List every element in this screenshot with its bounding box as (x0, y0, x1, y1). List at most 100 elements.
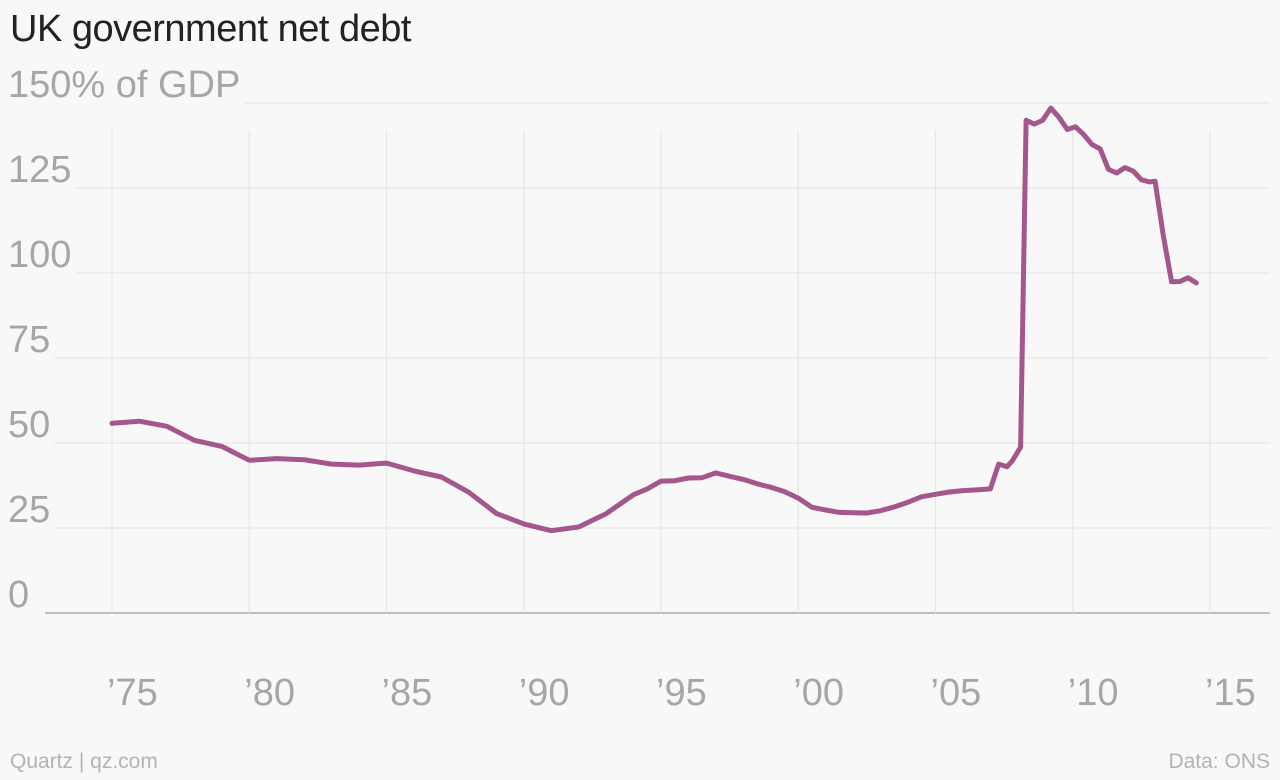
data-point (727, 474, 732, 479)
data-point (892, 504, 897, 509)
x-tick-label: ’00 (793, 672, 844, 714)
x-tick-label: ’95 (656, 672, 707, 714)
y-axis-ticks: 0 25 50 75 100 125 150% of GDP (6, 64, 245, 616)
data-point (247, 458, 252, 463)
data-point (1065, 127, 1070, 132)
data-point (137, 419, 142, 424)
data-point (1131, 169, 1136, 174)
data-point (1081, 132, 1086, 137)
data-point (659, 479, 664, 484)
data-point (796, 496, 801, 501)
chart-title: UK government net debt (10, 8, 411, 50)
data-point (576, 525, 581, 530)
x-tick-label: ’85 (382, 672, 433, 714)
footer-credit: Quartz | qz.com (10, 750, 158, 773)
x-tick-label: ’15 (1205, 672, 1256, 714)
y-tick-label: 150% of GDP (8, 64, 240, 106)
data-point (961, 488, 966, 493)
data-point (1106, 167, 1111, 172)
data-point (329, 462, 334, 467)
data-point (755, 481, 760, 486)
data-point (851, 510, 856, 515)
data-point (686, 476, 691, 481)
data-point (672, 478, 677, 483)
data-point (947, 490, 952, 495)
data-point (741, 477, 746, 482)
data-point (782, 489, 787, 494)
data-point (1018, 445, 1023, 450)
data-point (878, 508, 883, 513)
data-point (864, 511, 869, 516)
footer-source: Data: ONS (1168, 750, 1270, 773)
data-point (1186, 275, 1191, 280)
data-point (1122, 165, 1127, 170)
data-point (302, 457, 307, 462)
data-point (1194, 280, 1199, 285)
data-point (466, 490, 471, 495)
y-tick-label-backdrop (6, 64, 245, 106)
data-point (1147, 179, 1152, 184)
series (109, 105, 1199, 534)
data-point (110, 421, 115, 426)
data-point (412, 468, 417, 473)
data-point (1169, 279, 1174, 284)
data-point (219, 444, 224, 449)
y-tick-label-backdrop (6, 574, 34, 616)
x-tick-label: ’90 (519, 672, 570, 714)
data-point (1153, 179, 1158, 184)
data-point (700, 475, 705, 480)
data-point (1040, 118, 1045, 123)
y-tick-label: 25 (8, 489, 50, 531)
y-tick-label-backdrop (6, 489, 55, 531)
data-point (919, 494, 924, 499)
data-point (274, 456, 279, 461)
data-point (1114, 171, 1119, 176)
data-point (494, 511, 499, 516)
y-tick-label-backdrop (6, 234, 76, 276)
data-point (823, 508, 828, 513)
y-tick-label: 100 (8, 234, 71, 276)
data-point (384, 461, 389, 466)
data-point (1048, 106, 1053, 111)
y-tick-label: 0 (8, 574, 29, 616)
y-tick-label-backdrop (6, 404, 55, 446)
data-point (996, 462, 1001, 467)
data-point (192, 438, 197, 443)
data-point (1057, 115, 1062, 120)
data-point (1177, 279, 1182, 284)
data-point (1073, 124, 1078, 129)
data-point (1004, 464, 1009, 469)
data-point (906, 500, 911, 505)
x-tick-label: ’80 (244, 672, 295, 714)
data-point (933, 492, 938, 497)
y-tick-label: 125 (8, 149, 71, 191)
data-point (604, 511, 609, 516)
data-point (1161, 233, 1166, 238)
x-tick-label: ’05 (931, 672, 982, 714)
data-point (549, 528, 554, 533)
x-tick-label: ’10 (1068, 672, 1119, 714)
data-point (713, 470, 718, 475)
data-point (645, 486, 650, 491)
data-point (1010, 458, 1015, 463)
data-point (1090, 142, 1095, 147)
gridlines (45, 102, 1270, 614)
y-tick-label: 50 (8, 404, 50, 446)
data-point (357, 463, 362, 468)
data-point (631, 492, 636, 497)
line-chart: 0 25 50 75 100 125 150% of GDP ’75 ’80 ’85 ’90 ’95… (6, 64, 1270, 714)
data-point (617, 502, 622, 507)
y-tick-label: 75 (8, 319, 50, 361)
data-point (837, 510, 842, 515)
data-point (1024, 118, 1029, 123)
data-point (439, 475, 444, 480)
data-point (1139, 177, 1144, 182)
y-tick-label-backdrop (6, 319, 55, 361)
y-tick-label-backdrop (6, 149, 76, 191)
data-point (164, 424, 169, 429)
data-point (521, 521, 526, 526)
data-point (768, 485, 773, 490)
data-point (974, 487, 979, 492)
x-axis-ticks: ’75 ’80 ’85 ’90 ’95 ’00 ’05 ’10 ’15 (107, 672, 1256, 714)
series-line-net-debt (109, 105, 1199, 534)
